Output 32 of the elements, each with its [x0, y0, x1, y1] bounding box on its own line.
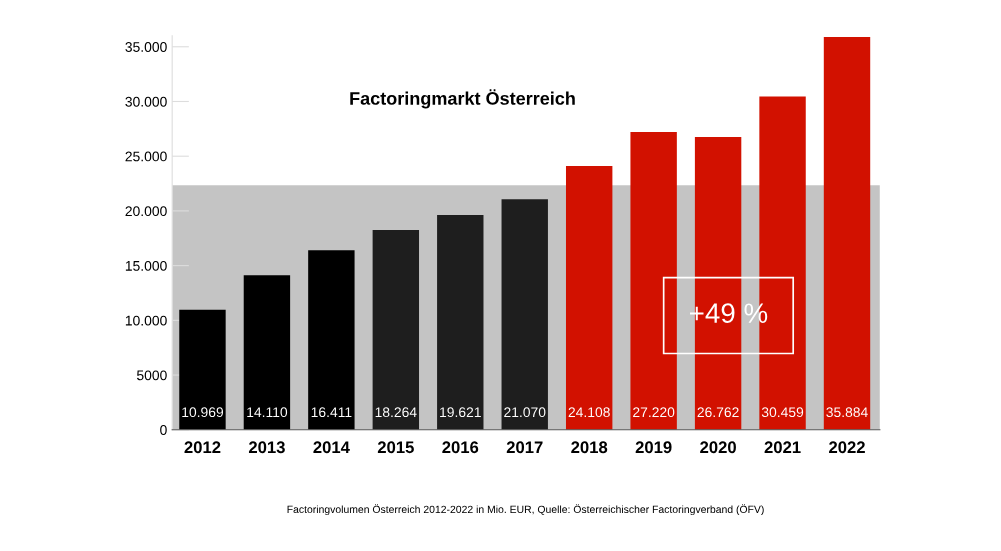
y-tick-label: 35.000	[125, 42, 167, 52]
data-label: 24.108	[568, 407, 610, 418]
y-tick-label: 30.000	[125, 96, 167, 107]
text: Factoringvolumen Österreich 2012-2022 in Mio. EUR, Quelle: Österreichischer Factoringverband (ÖFV)	[287, 504, 764, 516]
data-label: 18.264	[375, 407, 417, 418]
x-tick-label: 2012	[184, 441, 221, 454]
x-tick-label: 2020	[700, 441, 736, 454]
y-tick-label: 20.000	[125, 206, 167, 217]
data-label: 30.459	[761, 407, 804, 418]
data-label: 27.220	[633, 407, 675, 418]
x-tick-label: 2013	[248, 441, 285, 454]
x-tick-label: 2016	[442, 441, 479, 454]
text: Factoringmarkt Österreich	[350, 89, 575, 109]
x-tick-label: 2015	[377, 441, 414, 454]
data-label: 35.884	[826, 407, 868, 418]
y-tick-label: 10.000	[125, 315, 167, 326]
data-label: 10.969	[182, 407, 224, 418]
data-label: 16.411	[311, 407, 352, 418]
x-tick-label: 2018	[571, 441, 608, 454]
data-label: 19.621	[440, 407, 481, 418]
x-tick-label: 2019	[635, 441, 672, 454]
data-label: 21.070	[504, 407, 546, 418]
y-tick-label: 5000	[136, 370, 167, 381]
x-tick-label: 2017	[506, 441, 543, 454]
data-label: 26.762	[697, 407, 739, 418]
y-tick-label: 0	[160, 425, 167, 435]
x-tick-label: 2022	[829, 441, 865, 454]
x-tick-label: 2021	[764, 441, 801, 454]
y-tick-label: 25.000	[125, 151, 167, 162]
x-tick-label: 2014	[313, 441, 350, 454]
y-tick-label: 15.000	[125, 260, 167, 271]
data-label: 14.110	[247, 407, 288, 418]
